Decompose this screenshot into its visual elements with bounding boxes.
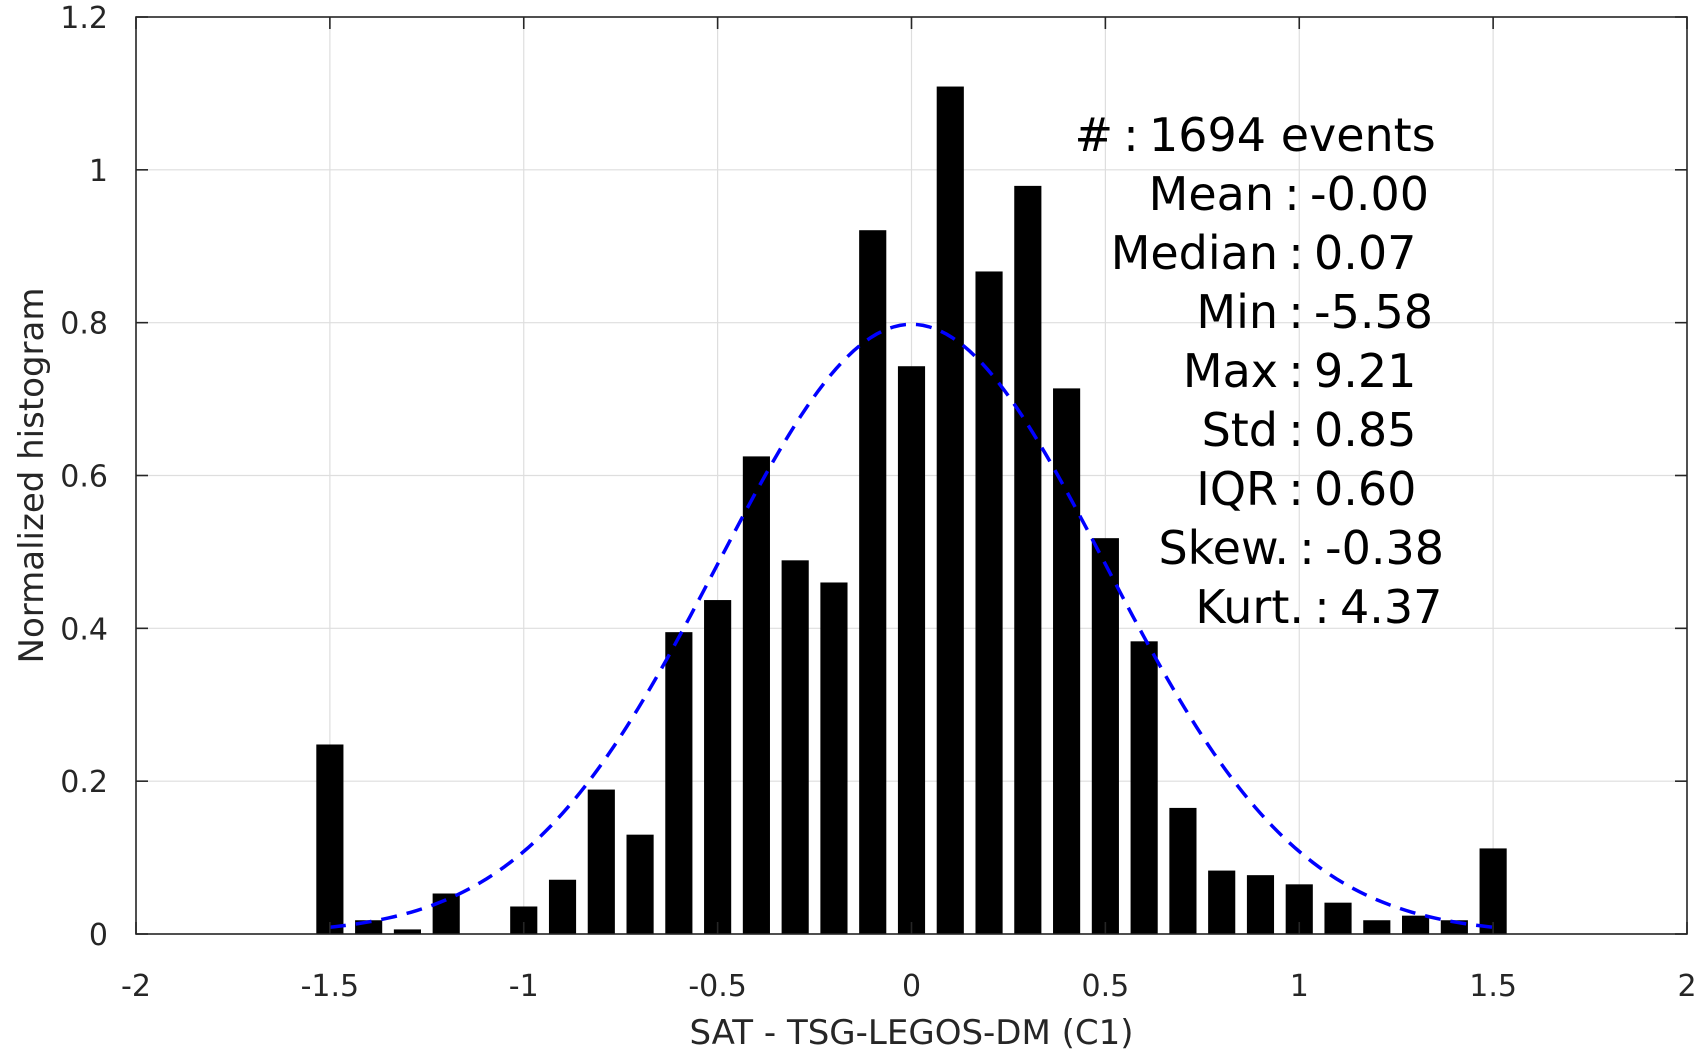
y-tick-label: 1 bbox=[89, 154, 108, 189]
y-tick-label: 1.2 bbox=[60, 1, 108, 36]
histogram-bar bbox=[626, 834, 654, 934]
stat-value: 0.85 bbox=[1314, 403, 1416, 457]
stat-separator: : bbox=[1288, 344, 1304, 398]
stat-label: IQR bbox=[1196, 462, 1278, 516]
stat-value: 4.37 bbox=[1340, 580, 1442, 634]
histogram-bars bbox=[316, 86, 1507, 935]
x-tick-label: -0.5 bbox=[688, 969, 747, 1004]
stat-separator: : bbox=[1299, 521, 1315, 575]
x-tick-label: 2 bbox=[1677, 969, 1696, 1004]
histogram-bar bbox=[1014, 185, 1042, 934]
histogram-bar bbox=[1402, 915, 1430, 934]
x-axis-label: SAT - TSG-LEGOS-DM (C1) bbox=[689, 1013, 1133, 1053]
x-tick-label: -1.5 bbox=[301, 969, 360, 1004]
stat-label: Min bbox=[1196, 285, 1278, 339]
stat-separator: : bbox=[1314, 580, 1330, 634]
stat-label: Kurt. bbox=[1195, 580, 1304, 634]
stat-label: # bbox=[1074, 108, 1113, 162]
stat-label: Max bbox=[1183, 344, 1278, 398]
histogram-bar bbox=[742, 456, 770, 934]
x-tick-labels: -2 -1.5 -1 -0.5 0 0.5 1 1.5 2 bbox=[121, 969, 1697, 1004]
histogram-bar bbox=[1130, 641, 1158, 934]
stat-label: Median bbox=[1111, 226, 1278, 280]
stat-separator: : bbox=[1284, 167, 1300, 221]
x-tick-label: 1.5 bbox=[1469, 969, 1517, 1004]
histogram-bar bbox=[1053, 388, 1081, 934]
normal-fit-curve bbox=[329, 322, 1494, 929]
stat-label: Mean bbox=[1149, 167, 1274, 221]
histogram-bar bbox=[1363, 920, 1391, 934]
histogram-bar bbox=[1479, 848, 1507, 934]
stat-value: 0.60 bbox=[1314, 462, 1416, 516]
x-tick-label: 0 bbox=[902, 969, 921, 1004]
stat-label: Skew. bbox=[1158, 521, 1289, 575]
histogram-bar bbox=[936, 86, 964, 934]
x-tick-label: 0.5 bbox=[1082, 969, 1130, 1004]
histogram-bar bbox=[975, 271, 1003, 934]
y-tick-label: 0.2 bbox=[60, 765, 108, 800]
histogram-bar bbox=[432, 893, 460, 934]
stat-row: Std:0.85 bbox=[1202, 403, 1417, 457]
histogram-bar bbox=[704, 600, 732, 934]
stat-value: 9.21 bbox=[1314, 344, 1416, 398]
stat-value: 0.07 bbox=[1314, 226, 1416, 280]
stat-value: -5.58 bbox=[1314, 285, 1433, 339]
stat-value: -0.38 bbox=[1325, 521, 1444, 575]
stat-row: Min: -5.58 bbox=[1196, 285, 1433, 339]
stat-value: -0.00 bbox=[1310, 167, 1429, 221]
stat-separator: : bbox=[1288, 403, 1304, 457]
histogram-bar bbox=[820, 582, 848, 934]
histogram-bar bbox=[1246, 875, 1275, 934]
histogram-bar bbox=[548, 879, 577, 934]
stat-row: Median:0.07 bbox=[1111, 226, 1417, 280]
stat-separator: : bbox=[1288, 462, 1304, 516]
stat-value: 1694 events bbox=[1149, 108, 1436, 162]
stat-separator: : bbox=[1288, 226, 1304, 280]
y-tick-labels: 0 0.2 0.4 0.6 0.8 1 1.2 bbox=[60, 1, 108, 953]
x-tick-label: -2 bbox=[121, 969, 151, 1004]
histogram-bar bbox=[587, 789, 615, 934]
histogram-bar bbox=[665, 632, 693, 934]
histogram-bar bbox=[393, 929, 421, 934]
histogram-bar bbox=[897, 366, 926, 935]
y-tick-label: 0.8 bbox=[60, 307, 108, 342]
histogram-bar bbox=[1208, 870, 1236, 934]
y-tick-label: 0 bbox=[89, 918, 108, 953]
stat-row: Mean: -0.00 bbox=[1149, 167, 1429, 221]
axis-ticks bbox=[135, 16, 1688, 935]
y-tick-label: 0.6 bbox=[60, 460, 108, 495]
x-tick-label: -1 bbox=[509, 969, 539, 1004]
histogram-bar bbox=[781, 560, 809, 934]
x-tick-label: 1 bbox=[1290, 969, 1309, 1004]
histogram-bar bbox=[1324, 902, 1352, 934]
stat-row: Skew.: -0.38 bbox=[1158, 521, 1444, 575]
stat-row: Kurt.:4.37 bbox=[1195, 580, 1442, 634]
y-axis-label: Normalized histogram bbox=[12, 288, 52, 664]
stat-separator: : bbox=[1288, 285, 1304, 339]
histogram-bar bbox=[1169, 807, 1197, 934]
histogram-bar bbox=[1091, 538, 1119, 934]
histogram-bar bbox=[316, 744, 344, 934]
y-tick-label: 0.4 bbox=[60, 612, 108, 647]
stat-label: Std bbox=[1202, 403, 1278, 457]
stat-separator: : bbox=[1123, 108, 1139, 162]
histogram-bar bbox=[859, 230, 887, 934]
stat-row: Max:9.21 bbox=[1183, 344, 1417, 398]
stat-row: IQR:0.60 bbox=[1196, 462, 1416, 516]
stat-row: #:1694 events bbox=[1074, 108, 1435, 162]
